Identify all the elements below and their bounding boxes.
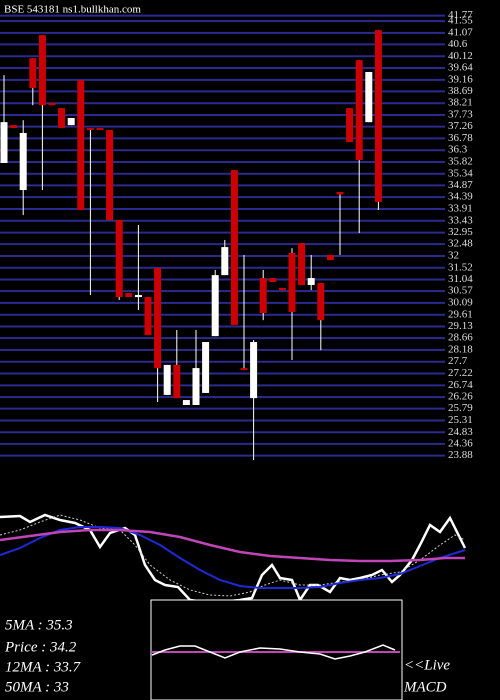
indicator-labels: 5MA : 35.3 Price : 34.2 12MA : 33.7 50MA : … <box>4 617 82 695</box>
ma-panel <box>0 513 467 604</box>
candle-body <box>125 293 133 298</box>
candle-body <box>115 220 123 298</box>
y-tick-label: 37.73 <box>448 109 473 121</box>
candle-body <box>48 102 56 106</box>
y-axis: 41.7741.5541.0740.640.1239.6439.1638.693… <box>448 9 473 461</box>
y-tick-label: 35.82 <box>448 156 473 168</box>
indicator-label: Price : 34.2 <box>4 639 77 655</box>
macd-label: MACD <box>403 679 447 695</box>
candle-body <box>240 368 248 371</box>
chart-title: BSE 543181 ns1.bullkhan.com <box>4 4 141 16</box>
candle-body <box>192 368 200 405</box>
y-tick-label: 38.69 <box>448 85 473 97</box>
candle-body <box>278 287 286 291</box>
y-tick-label: 27.22 <box>448 367 473 379</box>
macd-box <box>150 599 403 700</box>
candle-body <box>336 192 344 195</box>
candle-body <box>58 108 66 129</box>
ma-line-12 <box>0 526 466 589</box>
y-tick-label: 33.43 <box>448 214 473 226</box>
y-tick-label: 24.36 <box>448 437 473 449</box>
candle-body <box>317 283 325 321</box>
candle-body <box>0 122 8 163</box>
macd-panel <box>150 599 403 700</box>
y-tick-label: 33.91 <box>448 203 473 215</box>
candle-body <box>96 128 104 131</box>
candle-body <box>19 132 27 191</box>
ma-line-50 <box>0 528 465 563</box>
macd-line <box>151 644 396 660</box>
y-tick-label: 29.61 <box>448 308 473 320</box>
y-tick-label: 31.52 <box>448 261 473 273</box>
y-tick-label: 29.13 <box>448 320 473 332</box>
y-tick-label: 27.7 <box>448 355 468 367</box>
y-tick-label: 40.6 <box>448 38 468 50</box>
y-tick-label: 26.26 <box>448 391 473 403</box>
candle-body <box>250 342 258 399</box>
y-tick-label: 35.34 <box>448 167 473 179</box>
candle-body <box>259 278 267 314</box>
y-tick-label: 37.26 <box>448 120 473 132</box>
y-tick-label: 41.77 <box>448 9 473 21</box>
candle-body <box>106 130 114 221</box>
y-tick-label: 32 <box>448 249 459 261</box>
y-tick-label: 36.78 <box>448 132 473 144</box>
y-tick-label: 41.55 <box>448 15 473 27</box>
candle-body <box>29 58 37 88</box>
y-tick-label: 34.39 <box>448 191 473 203</box>
candle-body <box>230 170 238 326</box>
y-tick-label: 39.16 <box>448 73 473 85</box>
candle-body <box>38 35 46 106</box>
y-tick-label: 32.95 <box>448 226 473 238</box>
candle-body <box>202 342 210 393</box>
indicator-label: 50MA : 33 <box>5 679 69 695</box>
y-tick-label: 34.87 <box>448 179 473 191</box>
y-tick-label: 41.07 <box>448 26 473 38</box>
indicator-label: 12MA : 33.7 <box>5 659 82 675</box>
y-tick-label: 40.12 <box>448 50 473 62</box>
candle-body <box>173 364 181 399</box>
y-tick-label: 30.57 <box>448 285 473 297</box>
macd-live: <<Live <box>404 657 450 673</box>
candle-body <box>221 247 229 276</box>
candle-body <box>365 71 373 123</box>
candle-body <box>67 117 75 126</box>
candle-body <box>346 108 354 143</box>
candle-body <box>326 254 334 261</box>
candle-body <box>77 80 85 210</box>
candle-body <box>86 128 94 131</box>
y-tick-label: 24.83 <box>448 426 473 438</box>
y-tick-label: 38.21 <box>448 97 473 109</box>
y-tick-label: 23.88 <box>448 449 473 461</box>
y-tick-label: 36.3 <box>448 144 468 156</box>
ma-line-price <box>0 513 467 604</box>
y-tick-label: 32.48 <box>448 238 473 250</box>
candle-body <box>134 295 142 298</box>
y-tick-label: 39.64 <box>448 62 473 74</box>
candle-body <box>163 364 171 395</box>
candle-body <box>269 278 277 283</box>
candle-body <box>298 243 306 285</box>
y-tick-label: 28.66 <box>448 332 473 344</box>
candle-body <box>10 125 18 129</box>
candle-body <box>144 297 152 336</box>
candle-body <box>154 267 162 369</box>
candles <box>0 30 382 461</box>
candle-body <box>307 278 315 285</box>
y-tick-label: 28.18 <box>448 343 473 355</box>
candle-body <box>211 275 219 337</box>
candle-body <box>355 60 363 161</box>
candle-body <box>288 252 296 313</box>
y-tick-label: 25.31 <box>448 414 473 426</box>
y-tick-label: 30.09 <box>448 296 473 308</box>
candle-body <box>374 30 382 202</box>
candle-body <box>182 400 190 405</box>
y-tick-label: 31.04 <box>448 273 473 285</box>
y-tick-label: 26.74 <box>448 379 473 391</box>
y-tick-label: 25.79 <box>448 402 473 414</box>
indicator-label: 5MA : 35.3 <box>5 617 73 633</box>
